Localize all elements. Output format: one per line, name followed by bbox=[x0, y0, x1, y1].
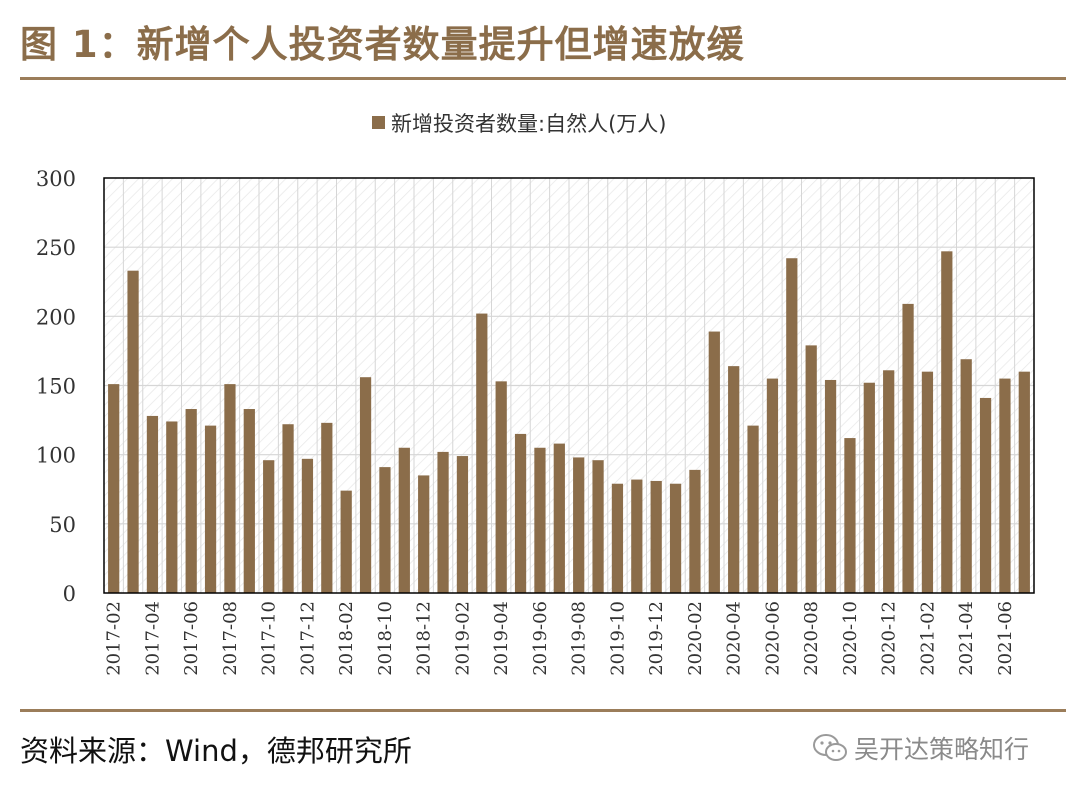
bar-2017-05 bbox=[166, 421, 178, 593]
bar-2020-11 bbox=[863, 382, 875, 593]
x-tick-label: 2019-12 bbox=[646, 601, 667, 676]
bar-2017-10 bbox=[263, 460, 275, 593]
top-divider bbox=[20, 77, 1066, 80]
bar-2017-11 bbox=[282, 424, 294, 593]
bar-2020-08 bbox=[805, 345, 817, 593]
bar-2017-04 bbox=[146, 415, 159, 593]
x-tick-label: 2020-10 bbox=[840, 601, 861, 676]
bar-2021-04 bbox=[960, 359, 972, 593]
bar-2019-10 bbox=[611, 483, 624, 593]
source-note: 资料来源：Wind，德邦研究所 bbox=[20, 734, 412, 768]
bar-2021-02 bbox=[921, 371, 934, 593]
y-tick-label: 150 bbox=[36, 375, 76, 399]
bar-2017-06 bbox=[185, 409, 197, 593]
x-tick-label: 2020-12 bbox=[879, 601, 900, 676]
bar-2019-12 bbox=[650, 480, 662, 593]
x-tick-label: 2020-02 bbox=[685, 601, 706, 676]
watermark-text: 吴开达策略知行 bbox=[854, 735, 1030, 764]
x-tick-label: 2018-02 bbox=[336, 601, 357, 676]
x-tick-label: 2018-10 bbox=[375, 601, 396, 676]
chart-legend: 新增投资者数量:自然人(万人) bbox=[372, 112, 666, 136]
bar-2018-10 bbox=[379, 467, 391, 593]
legend-swatch bbox=[372, 116, 385, 129]
y-tick-label: 250 bbox=[36, 236, 76, 260]
bar-2021-07 bbox=[1018, 371, 1030, 593]
x-tick-label: 2017-02 bbox=[104, 601, 125, 676]
y-tick-label: 100 bbox=[36, 444, 76, 468]
x-tick-label: 2017-08 bbox=[220, 601, 241, 676]
bar-2019-04 bbox=[495, 381, 507, 593]
x-tick-label: 2021-06 bbox=[995, 601, 1016, 676]
y-tick-label: 200 bbox=[36, 305, 76, 329]
bar-2020-10 bbox=[844, 438, 856, 593]
x-tick-label: 2019-10 bbox=[607, 601, 628, 676]
y-tick-label: 0 bbox=[63, 582, 76, 606]
bar-2021-03 bbox=[941, 251, 953, 594]
wechat-icon bbox=[813, 734, 847, 761]
bar-2019-02 bbox=[456, 456, 469, 593]
bar-2020-03 bbox=[708, 331, 720, 593]
bar-2020-09 bbox=[824, 379, 837, 593]
x-tick-label: 2017-12 bbox=[297, 601, 318, 676]
bar-2021-05 bbox=[979, 397, 992, 593]
bar-2020-07 bbox=[786, 258, 798, 593]
bar-2018-03 bbox=[359, 377, 372, 593]
bar-2017-09 bbox=[243, 409, 255, 593]
x-tick-label: 2020-06 bbox=[762, 601, 783, 676]
bar-2018-11 bbox=[398, 447, 410, 593]
x-tick-label: 2019-04 bbox=[491, 601, 512, 676]
x-tick-label: 2019-06 bbox=[530, 601, 551, 676]
bar-2020-02 bbox=[689, 469, 701, 593]
x-tick-label: 2021-04 bbox=[956, 601, 977, 676]
bar-2021-06 bbox=[999, 378, 1011, 593]
bar-2019-08 bbox=[573, 457, 585, 593]
bar-2019-05 bbox=[514, 433, 527, 593]
x-tick-label: 2017-10 bbox=[259, 601, 280, 676]
bar-2020-01 bbox=[669, 483, 682, 593]
bar-2017-08 bbox=[224, 384, 236, 593]
x-tick-label: 2021-02 bbox=[917, 601, 938, 676]
x-tick-label: 2019-08 bbox=[569, 601, 590, 676]
bar-2019-03 bbox=[476, 313, 488, 593]
bar-2018-12 bbox=[418, 475, 430, 593]
figure-title: 图 1：新增个人投资者数量提升但增速放缓 bbox=[20, 23, 745, 66]
bar-2019-06 bbox=[534, 447, 546, 593]
x-tick-label: 2019-02 bbox=[452, 601, 473, 676]
bar-2020-05 bbox=[747, 425, 759, 593]
bar-2020-06 bbox=[766, 378, 779, 593]
bar-2017-02 bbox=[108, 384, 120, 593]
bar-2017-03 bbox=[127, 270, 139, 593]
plot-frame bbox=[103, 177, 1035, 594]
bar-2017-12 bbox=[301, 458, 314, 593]
bar-2020-04 bbox=[728, 366, 740, 593]
legend-label: 新增投资者数量:自然人(万人) bbox=[391, 112, 666, 136]
bar-2019-07 bbox=[553, 443, 565, 593]
watermark: 吴开达策略知行 bbox=[812, 730, 1029, 766]
x-tick-label: 2017-06 bbox=[181, 601, 202, 676]
x-tick-label: 2017-04 bbox=[142, 601, 163, 676]
x-tick-label: 2018-12 bbox=[414, 601, 435, 676]
bar-2019-01 bbox=[437, 451, 449, 593]
bar-2020-12 bbox=[883, 370, 895, 593]
x-tick-label: 2020-08 bbox=[801, 601, 822, 676]
bar-2018-01 bbox=[321, 422, 333, 593]
bar-2018-02 bbox=[340, 490, 352, 593]
bar-2019-09 bbox=[592, 460, 604, 593]
bar-2017-07 bbox=[204, 425, 217, 593]
bar-2021-01 bbox=[902, 303, 914, 593]
bottom-divider bbox=[20, 709, 1066, 712]
bar-chart: 新增投资者数量:自然人(万人) 0 50 100 150 200 250 300 2017-… bbox=[36, 112, 1035, 676]
x-tick-label: 2020-04 bbox=[724, 601, 745, 676]
y-tick-label: 300 bbox=[36, 167, 76, 191]
bar-2019-11 bbox=[631, 479, 643, 593]
y-tick-label: 50 bbox=[49, 513, 76, 537]
